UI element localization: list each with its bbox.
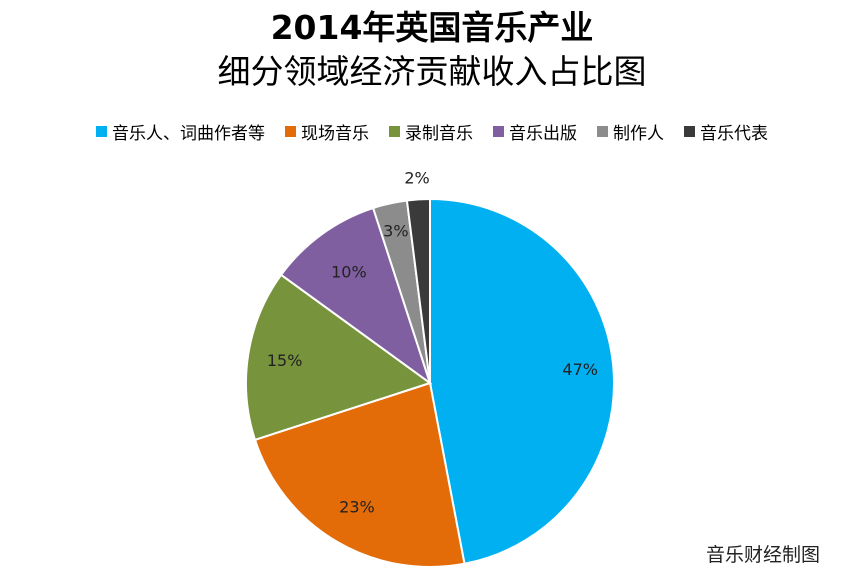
pie-slice-musicians — [429, 197, 615, 565]
legend-item-live-music: 现场音乐 — [285, 119, 369, 144]
data-label-live-music: 23% — [339, 498, 375, 517]
legend-label-music-representatives: 音乐代表 — [700, 123, 768, 144]
pie-slice-music-representatives — [405, 197, 431, 384]
legend-label-recorded-music: 录制音乐 — [405, 123, 473, 144]
data-label-producers: 3% — [383, 221, 408, 240]
chart-title-line2: 细分领域经济贡献收入占比图 — [217, 52, 647, 91]
data-label-music-representatives: 2% — [404, 168, 429, 187]
legend-swatch-musicians — [96, 125, 107, 137]
legend-swatch-recorded-music — [389, 125, 400, 137]
legend-item-musicians: 音乐人、词曲作者等 — [96, 119, 265, 144]
legend-item-producers: 制作人 — [597, 119, 664, 144]
pie-slice-recorded-music — [245, 273, 433, 442]
legend-label-musicians: 音乐人、词曲作者等 — [112, 123, 265, 144]
pie-slice-music-publishing — [279, 206, 432, 386]
pie-slice-live-music — [253, 381, 466, 568]
legend-item-music-publishing: 音乐出版 — [493, 119, 577, 144]
legend-swatch-live-music — [285, 125, 296, 137]
legend-item-music-representatives: 音乐代表 — [684, 119, 768, 144]
legend-label-producers: 制作人 — [613, 123, 664, 144]
legend-label-live-music: 现场音乐 — [301, 123, 369, 144]
data-label-musicians: 47% — [562, 360, 598, 379]
data-label-recorded-music: 15% — [267, 351, 303, 370]
chart-legend: 音乐人、词曲作者等 现场音乐 录制音乐 音乐出版 制作人 音乐代表 — [0, 119, 864, 144]
credit-text: 音乐财经制图 — [703, 540, 822, 567]
data-label-music-publishing: 10% — [331, 262, 367, 281]
legend-label-music-publishing: 音乐出版 — [509, 123, 577, 144]
legend-swatch-music-publishing — [493, 125, 504, 137]
legend-item-recorded-music: 录制音乐 — [389, 119, 473, 144]
legend-swatch-music-representatives — [684, 125, 695, 137]
chart-title-line1: 2014年英国音乐产业 — [270, 8, 594, 47]
legend-swatch-producers — [597, 125, 608, 137]
